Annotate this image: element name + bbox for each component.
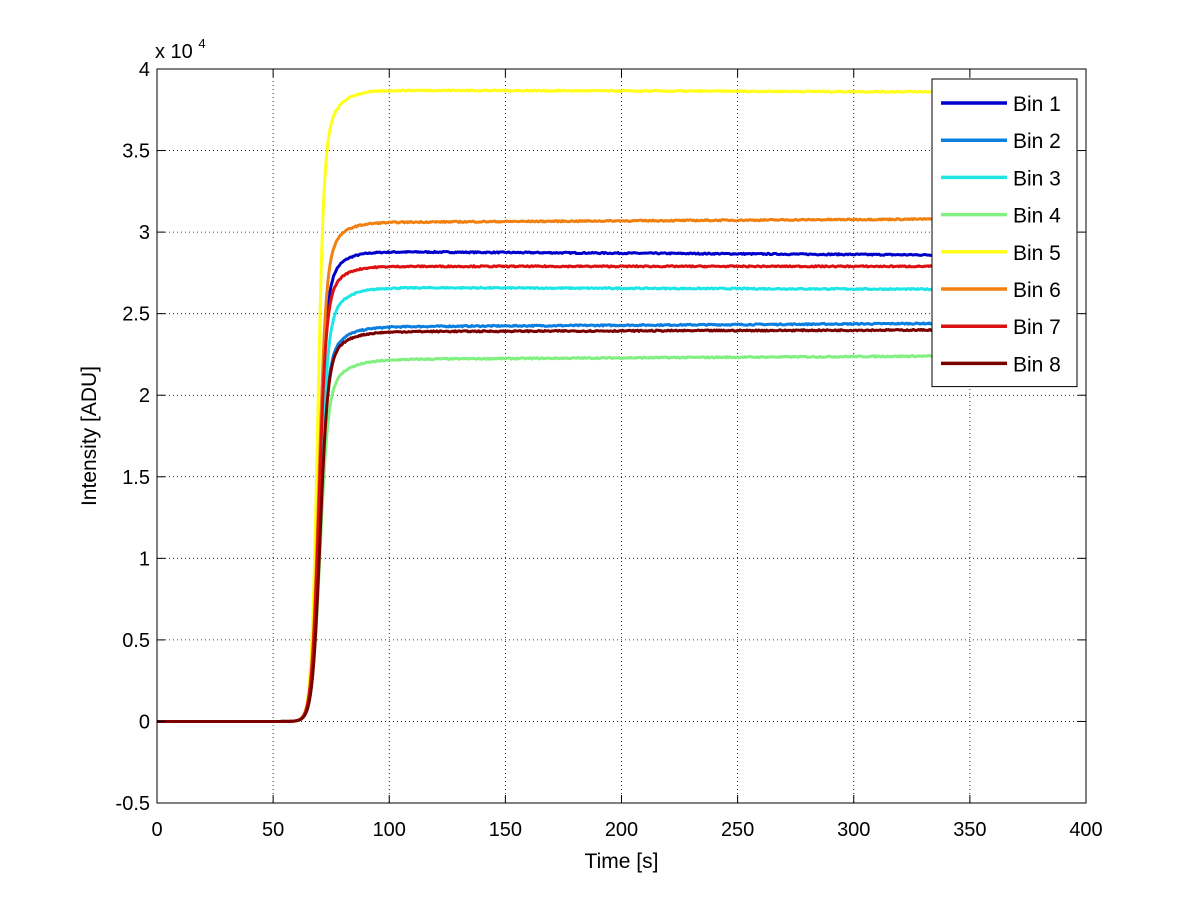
x-tick-label: 400 (1069, 819, 1102, 841)
legend-label-3: Bin 3 (1013, 167, 1061, 190)
y-tick-label: 0 (139, 711, 150, 733)
legend-label-2: Bin 2 (1013, 130, 1061, 153)
x-tick-label: 250 (721, 819, 754, 841)
data-series (156, 88, 937, 723)
axis-ticks (156, 68, 1087, 804)
x-axis-title: Time [s] (585, 850, 659, 873)
series-line-8 (156, 327, 937, 723)
y-tick-label: 1 (139, 548, 150, 570)
legend-label-7: Bin 7 (1013, 316, 1061, 339)
x-tick-label: 350 (953, 819, 986, 841)
x-tick-label: 150 (489, 819, 522, 841)
x-tick-label: 300 (837, 819, 870, 841)
y-tick-label: -0.5 (116, 793, 150, 815)
legend-label-4: Bin 4 (1013, 205, 1061, 228)
y-axis-exponent: x 10 4 (155, 36, 206, 63)
x-tick-label: 50 (262, 819, 284, 841)
legend-label-8: Bin 8 (1013, 353, 1061, 376)
y-tick-label: 0.5 (122, 630, 150, 652)
legend-label-1: Bin 1 (1013, 93, 1061, 116)
legend-label-5: Bin 5 (1013, 242, 1061, 265)
y-tick-label: 4 (139, 59, 150, 81)
y-axis-exponent-base: x 10 (155, 41, 193, 63)
x-tick-label: 100 (373, 819, 406, 841)
legend-label-6: Bin 6 (1013, 279, 1061, 302)
grid-lines (157, 69, 1086, 803)
x-tick-label: 0 (151, 819, 162, 841)
y-axis-exponent-power: 4 (198, 36, 205, 51)
y-tick-label: 2 (139, 385, 150, 407)
tick-labels: 0 50 100 150 200 250 300 350 400-0.500.511.522.5… (116, 59, 1103, 841)
y-tick-label: 1.5 (122, 467, 150, 489)
y-tick-label: 3 (139, 222, 150, 244)
legend: Bin 1 Bin 2 Bin 3 Bin 4 Bin 5 Bin 6 Bin 7 Bin 8 (931, 78, 1078, 388)
y-axis-title: Intensity [ADU] (78, 366, 101, 506)
y-tick-label: 2.5 (122, 304, 150, 326)
x-tick-label: 200 (605, 819, 638, 841)
legend-box (931, 78, 1078, 388)
y-tick-label: 3.5 (122, 141, 150, 163)
